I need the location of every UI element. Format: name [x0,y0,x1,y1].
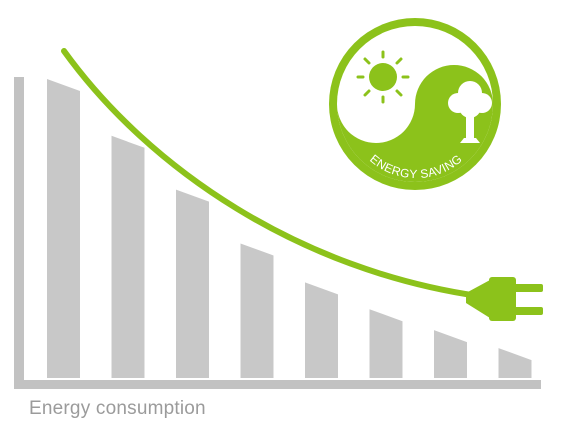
bar-1 [47,79,80,378]
bar-8 [498,348,532,378]
bar-series [47,79,532,378]
bar-3 [176,189,209,378]
energy-saving-emblem: ENERGY SAVING [329,18,501,190]
y-axis [14,77,24,389]
bar-2 [111,135,145,378]
sun-icon [356,50,410,104]
bar-6 [369,309,403,378]
x-axis-label: Energy consumption [29,398,206,419]
axes [14,77,541,389]
bar-7 [434,330,467,378]
plug-icon [466,277,543,321]
tree-icon [448,81,492,143]
energy-curve [61,48,481,299]
bar-5 [305,282,338,378]
bar-4 [240,243,274,378]
x-axis [14,380,541,389]
